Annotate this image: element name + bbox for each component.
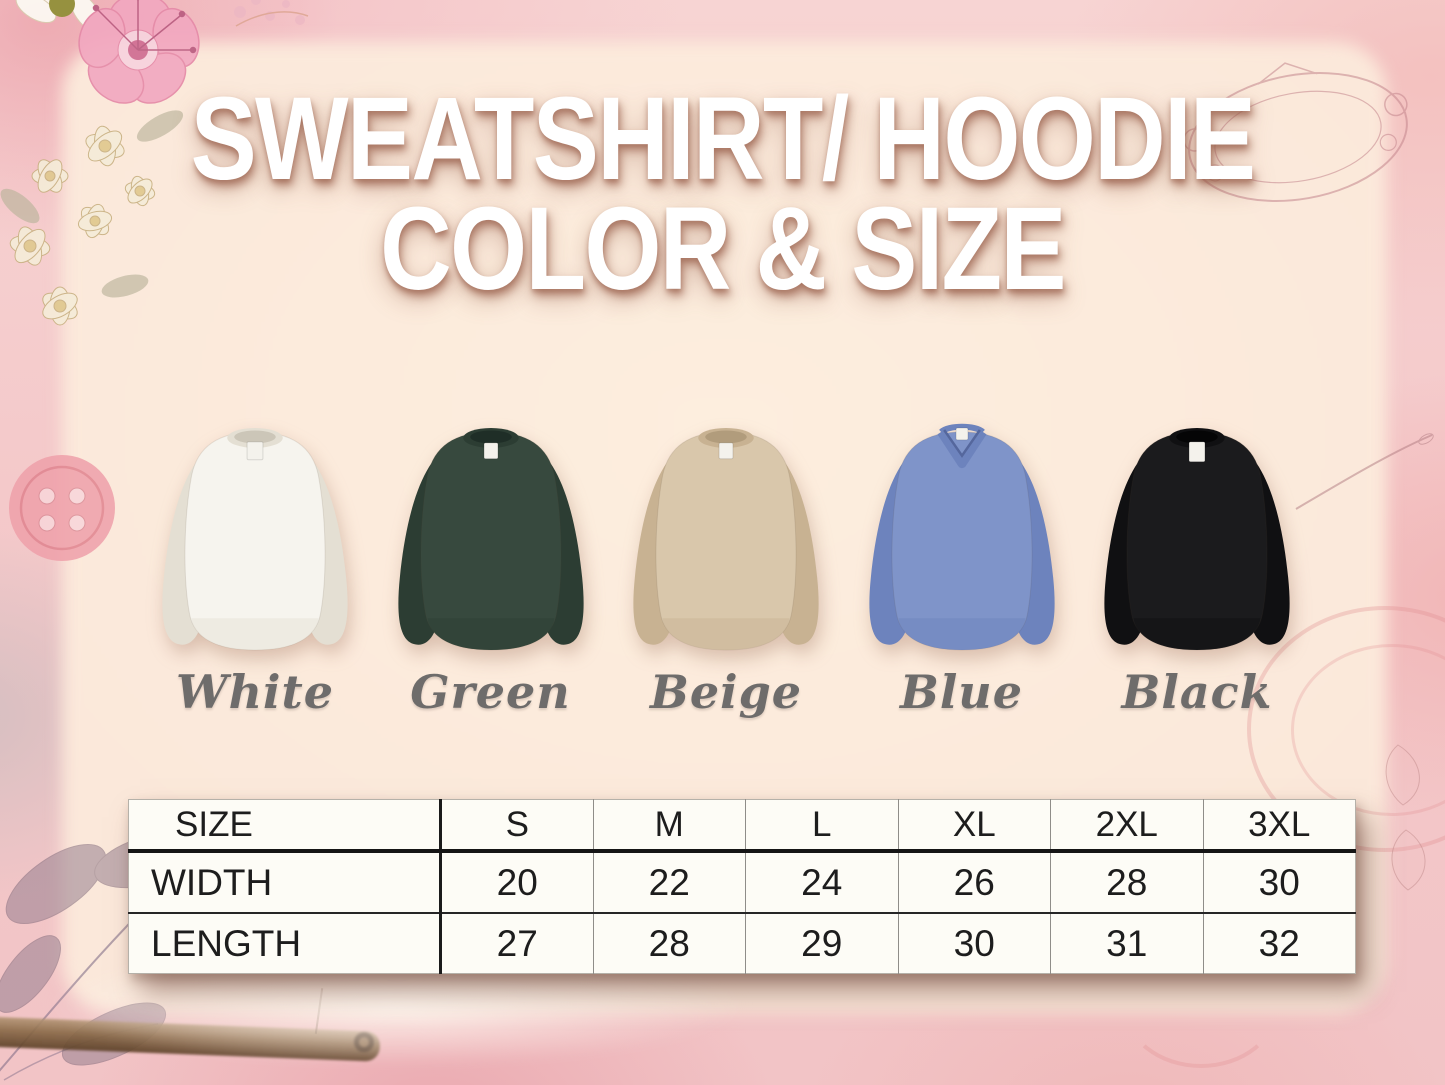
- width-s: 20: [440, 851, 593, 914]
- size-table-row-length: LENGTH 27 28 29 30 31 32: [128, 913, 1356, 974]
- v-neckband: [936, 429, 987, 469]
- width-3xl: 30: [1202, 851, 1356, 914]
- neck-tag: [955, 427, 968, 441]
- row-label: LENGTH: [128, 913, 442, 974]
- width-l: 24: [745, 851, 898, 914]
- color-label: Black: [1121, 665, 1273, 719]
- width-xl: 26: [897, 851, 1051, 914]
- neck-opening: [1176, 430, 1218, 444]
- shirt-body: [419, 431, 562, 651]
- size-table-header-row: SIZE S M L XL 2XL 3XL: [128, 799, 1356, 853]
- length-xl: 30: [897, 913, 1051, 974]
- color-label: White: [175, 665, 335, 719]
- neck-tag: [718, 442, 734, 460]
- row-label: WIDTH: [128, 851, 442, 914]
- neck-tag: [246, 441, 264, 461]
- neck-tag: [483, 442, 498, 460]
- shirt-body: [184, 431, 326, 651]
- header-s: S: [440, 799, 593, 853]
- neck-tag: [1188, 441, 1206, 463]
- width-m: 22: [592, 851, 746, 914]
- header-3xl: 3XL: [1202, 799, 1356, 853]
- shirt-body: [1126, 431, 1268, 651]
- sweatshirt-blue-image: [868, 423, 1055, 651]
- color-label: Green: [410, 665, 571, 719]
- header-l: L: [745, 799, 898, 853]
- header-xl: XL: [897, 799, 1051, 853]
- header-2xl: 2XL: [1050, 799, 1203, 853]
- sweatshirt-white-image: [162, 428, 348, 651]
- colorway-row: White Green: [146, 414, 1306, 718]
- header-m: M: [592, 799, 746, 853]
- length-2xl: 31: [1050, 913, 1203, 974]
- sweatshirt-green-image: [397, 428, 584, 651]
- length-l: 29: [745, 913, 898, 974]
- hem-band: [662, 618, 790, 650]
- hem-band: [1133, 618, 1261, 650]
- neck-opening: [705, 430, 747, 444]
- v-neck-seam: [942, 429, 981, 458]
- sweatshirt-beige-image: [633, 428, 819, 651]
- hem-band: [191, 618, 319, 650]
- width-2xl: 28: [1050, 851, 1203, 914]
- watercolor-swirl-icon: [1122, 940, 1280, 1068]
- title-line-1: SWEATSHIRT/ HOODIE: [190, 73, 1256, 205]
- neck-opening: [234, 430, 276, 444]
- size-table: SIZE S M L XL 2XL 3XL WIDTH 20 22 24 26 …: [128, 799, 1356, 974]
- length-s: 27: [440, 913, 593, 974]
- color-label: Beige: [649, 665, 803, 719]
- colorway-blue: Blue: [853, 414, 1071, 718]
- hem-band: [898, 618, 1025, 650]
- colorway-white: White: [146, 414, 364, 718]
- title-line-2: COLOR & SIZE: [380, 183, 1066, 315]
- length-m: 28: [592, 913, 746, 974]
- colorway-black: Black: [1088, 414, 1306, 718]
- shirt-body: [890, 431, 1033, 651]
- header-size: SIZE: [128, 799, 442, 853]
- shirt-body: [655, 431, 797, 651]
- page-title: SWEATSHIRT/ HOODIE COLOR & SIZE: [0, 73, 1445, 315]
- neck-opening: [469, 430, 512, 444]
- color-label: Blue: [899, 665, 1024, 719]
- hem-band: [427, 618, 554, 650]
- colorway-beige: Beige: [617, 414, 835, 718]
- colorway-green: Green: [382, 414, 600, 718]
- size-table-row-width: WIDTH 20 22 24 26 28 30: [128, 851, 1356, 914]
- length-3xl: 32: [1202, 913, 1356, 974]
- sweatshirt-black-image: [1104, 428, 1290, 651]
